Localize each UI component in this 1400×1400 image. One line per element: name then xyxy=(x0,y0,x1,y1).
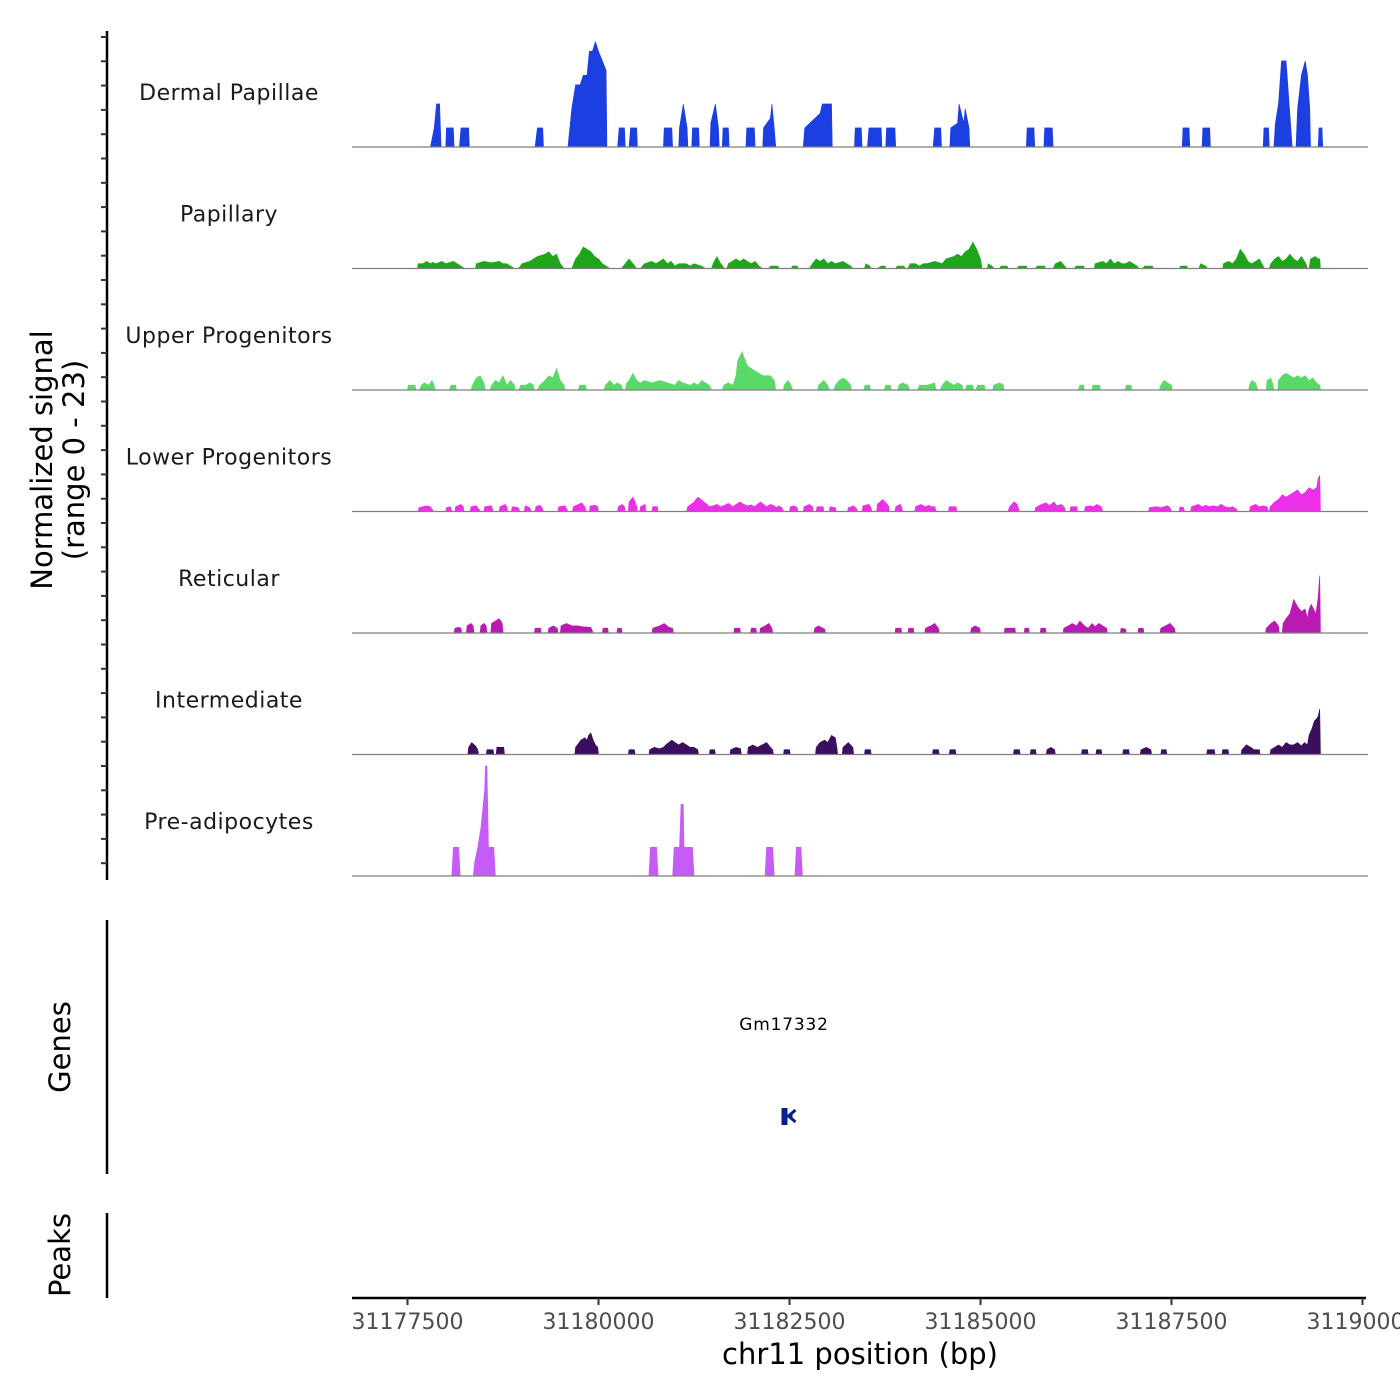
x-tick-label: 31177500 xyxy=(352,1310,464,1335)
coverage-area xyxy=(453,575,1321,634)
track-label: Lower Progenitors xyxy=(126,446,332,471)
track-label: Reticular xyxy=(178,567,280,592)
coverage-area xyxy=(430,40,1324,148)
y-axis-title-line2: (range 0 - 23) xyxy=(57,360,91,560)
track-label: Dermal Papillae xyxy=(139,81,319,106)
coverage-y-axis-ticks xyxy=(101,36,107,865)
track-papillary: Papillary xyxy=(180,203,1368,270)
genes-label: Genes xyxy=(43,1001,77,1093)
x-axis-ticks: 31177500 31180000 31182500 31185000 31187500… xyxy=(352,1298,1400,1335)
x-tick-label: 31190000 xyxy=(1307,1310,1400,1335)
coverage-area xyxy=(407,350,1321,391)
track-pre-adipocytes: Pre-adipocytes xyxy=(144,765,1368,877)
track-label: Intermediate xyxy=(155,689,303,714)
coverage-tracks: Dermal Papillae Papillary Upper Progenitor… xyxy=(125,40,1368,877)
y-axis-title: Normalized signal (range 0 - 23) xyxy=(25,330,91,589)
x-tick-label: 31182500 xyxy=(734,1310,846,1335)
track-label: Upper Progenitors xyxy=(125,324,332,349)
x-tick-label: 31187500 xyxy=(1116,1310,1228,1335)
x-axis-title: chr11 position (bp) xyxy=(722,1337,998,1371)
x-tick-label: 31185000 xyxy=(925,1310,1037,1335)
peaks-panel: Peaks xyxy=(43,1213,109,1298)
genes-panel: Genes Gm17332 xyxy=(43,920,828,1174)
gene-name-label: Gm17332 xyxy=(739,1015,828,1035)
track-lower-progenitors: Lower Progenitors xyxy=(126,446,1368,513)
track-reticular: Reticular xyxy=(178,567,1368,634)
coverage-area xyxy=(467,709,1321,755)
track-label: Papillary xyxy=(180,203,278,228)
track-upper-progenitors: Upper Progenitors xyxy=(125,324,1368,391)
coverage-area xyxy=(451,765,803,877)
coverage-area xyxy=(417,241,1321,269)
x-axis: 31177500 31180000 31182500 31185000 31187500… xyxy=(352,1296,1400,1371)
peaks-label: Peaks xyxy=(43,1213,77,1297)
track-label: Pre-adipocytes xyxy=(144,810,314,835)
y-axis-title-line1: Normalized signal xyxy=(25,330,59,589)
x-tick-label: 31180000 xyxy=(543,1310,655,1335)
track-dermal-papillae: Dermal Papillae xyxy=(139,40,1368,148)
coverage-area xyxy=(417,474,1321,512)
track-intermediate: Intermediate xyxy=(155,689,1368,756)
gene-model xyxy=(781,1108,797,1125)
